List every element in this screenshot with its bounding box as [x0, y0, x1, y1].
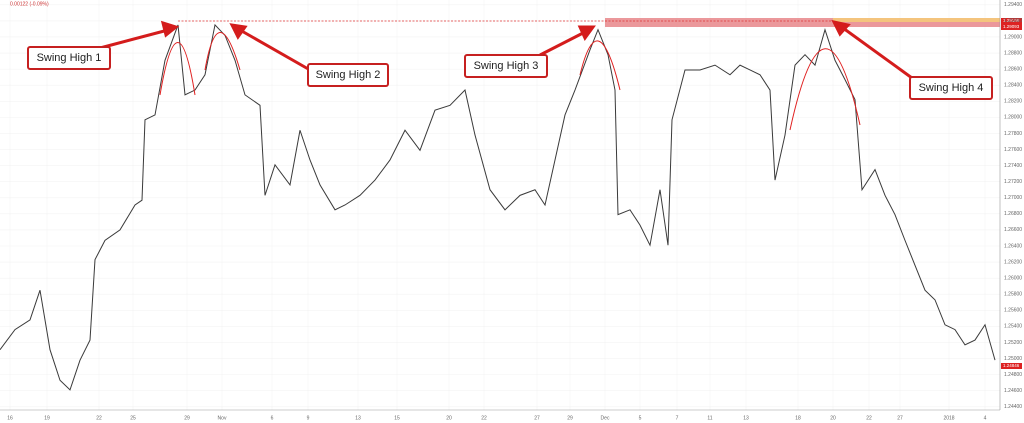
x-tick-label: 5 [639, 415, 642, 421]
arrow [842, 26, 913, 80]
annotation-box [464, 54, 548, 78]
arrow-head [160, 20, 180, 38]
price-tag-label: 1.29168 [1003, 18, 1020, 23]
annotation: Swing High 2 [316, 69, 381, 81]
arrow [99, 28, 169, 50]
y-tick-label: 1.24600 [1004, 388, 1022, 394]
y-tick-label: 1.26000 [1004, 275, 1022, 281]
x-tick-label: 20 [830, 415, 836, 421]
arrow-head [577, 25, 596, 41]
price-tag-label: 1.29093 [1003, 24, 1020, 29]
price-tag [1001, 363, 1022, 369]
curve [579, 40, 621, 91]
plot [0, 23, 996, 391]
annotation: Swing High 1 [37, 52, 102, 64]
price-tag [1001, 24, 1022, 30]
y-tick-label: 1.28200 [1004, 99, 1022, 105]
arrow [539, 30, 586, 57]
x-tick-label: 29 [184, 415, 190, 421]
y-tick-label: 1.27200 [1004, 179, 1022, 185]
x-tick-label: Dec [601, 415, 610, 421]
y-tick-label: 1.29000 [1004, 34, 1022, 40]
x-tick-label: 19 [44, 415, 50, 421]
y-tick-label: 1.27400 [1004, 163, 1022, 169]
y-tick-label: 1.27800 [1004, 131, 1022, 137]
y-tick-label: 1.28600 [1004, 66, 1022, 72]
x-tick-label: 2018 [943, 415, 954, 421]
x-tick-label: 20 [446, 415, 452, 421]
swing-curves [159, 32, 861, 131]
annotation-box [909, 76, 993, 100]
price-tags: 1.29168 1.29093 1.24846 [1001, 18, 1022, 369]
curve [159, 42, 196, 96]
x-tick-label: 25 [130, 415, 136, 421]
y-tick-label: 1.28000 [1004, 115, 1022, 121]
y-tick-label: 1.24400 [1004, 404, 1022, 410]
x-tick-label: 15 [394, 415, 400, 421]
x-tick-label: 27 [897, 415, 903, 421]
price-line [0, 23, 996, 391]
y-tick-label: 1.25800 [1004, 292, 1022, 298]
y-tick-label: 1.25400 [1004, 324, 1022, 330]
curve [204, 32, 241, 71]
x-tick-label: 11 [707, 415, 712, 421]
price-tag-label: 1.24846 [1003, 363, 1020, 368]
arrow-head [229, 23, 248, 40]
x-tick-label: 27 [534, 415, 540, 421]
x-tick-label: 9 [307, 415, 310, 421]
x-tick-label: 4 [984, 415, 987, 421]
x-tick-label: Nov [218, 415, 227, 421]
change-label: 0.00122 (-0.09%) [10, 1, 49, 7]
curve [789, 48, 861, 131]
price-tag [1001, 18, 1022, 24]
x-tick-label: 18 [795, 415, 801, 421]
y-tick-label: 1.28800 [1004, 50, 1022, 56]
y-tick-label: 1.28400 [1004, 83, 1022, 89]
y-tick-label: 1.26600 [1004, 227, 1022, 233]
resistance-zone [605, 18, 1000, 27]
x-tick-label: 13 [355, 415, 361, 421]
y-tick-label: 1.27600 [1004, 147, 1022, 153]
y-tick-label: 1.25000 [1004, 356, 1022, 362]
y-tick-label: 1.26800 [1004, 211, 1022, 217]
x-tick-label: 6 [271, 415, 274, 421]
y-tick-label: 1.27000 [1004, 195, 1022, 201]
annotation-box [307, 63, 389, 87]
x-tick-label: 13 [743, 415, 749, 421]
y-tick-label: 1.25200 [1004, 340, 1022, 346]
y-tick-label: 1.26400 [1004, 243, 1022, 249]
annotation: Swing High 4 [919, 82, 984, 94]
arrow [239, 28, 311, 72]
annotation-boxes: Swing High 1 Swing High 2 Swing High 3 S… [27, 46, 993, 100]
arrow-head [831, 19, 851, 37]
x-tick-label: 16 [7, 415, 13, 421]
annotation: Swing High 3 [474, 60, 539, 72]
arrows [99, 19, 913, 80]
y-tick-label: 1.24800 [1004, 372, 1022, 378]
y-tick-label: 1.29200 [1004, 18, 1022, 24]
x-tick-label: 7 [676, 415, 679, 421]
x-tick-label: 22 [481, 415, 487, 421]
annotation-box [27, 46, 111, 70]
x-tick-label: 22 [96, 415, 102, 421]
highlight-zone [833, 18, 1000, 22]
y-tick-label: 1.29400 [1004, 2, 1022, 8]
y-tick-label: 1.25600 [1004, 308, 1022, 314]
x-tick-label: 29 [567, 415, 573, 421]
y-tick-label: 1.26200 [1004, 259, 1022, 265]
x-tick-label: 22 [866, 415, 872, 421]
